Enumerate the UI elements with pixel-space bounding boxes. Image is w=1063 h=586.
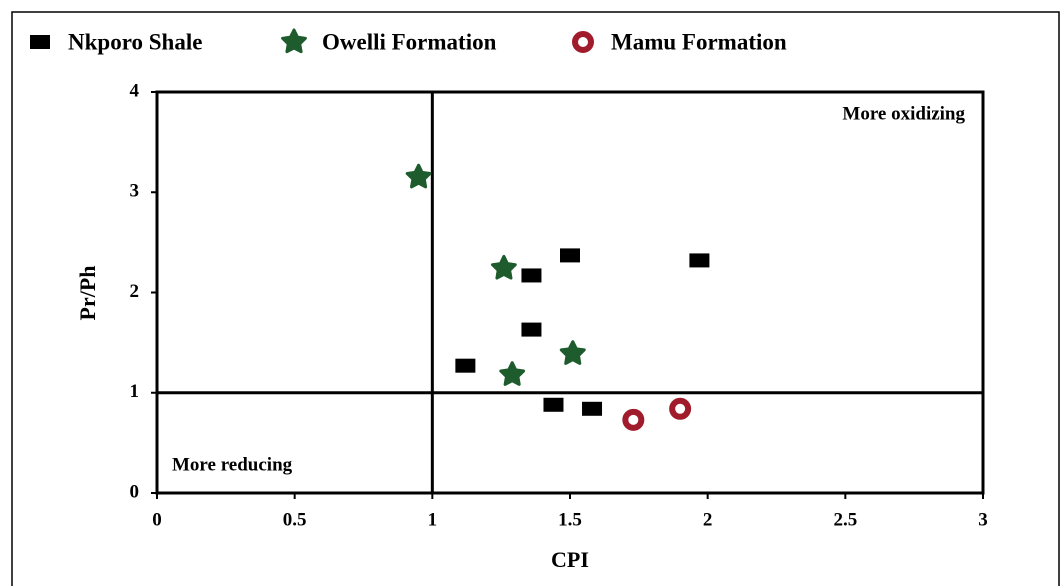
- point: [689, 253, 710, 268]
- point: [521, 322, 542, 337]
- x-tick-label: 0: [152, 509, 162, 530]
- x-axis-label: CPI: [551, 547, 589, 572]
- point: [281, 28, 307, 54]
- x-tick-label: 1: [428, 509, 438, 530]
- point: [405, 163, 432, 189]
- y-tick-label: 1: [130, 381, 140, 402]
- point: [669, 397, 692, 420]
- point: [560, 248, 580, 263]
- point: [521, 268, 542, 283]
- point: [30, 35, 50, 49]
- x-tick-label: 1.5: [558, 509, 582, 530]
- y-tick-label: 0: [130, 481, 140, 502]
- legend-label: Owelli Formation: [322, 29, 497, 54]
- x-tick-label: 2.5: [833, 509, 857, 530]
- frame: [11, 11, 1060, 586]
- point: [455, 358, 476, 373]
- legend-label: Nkporo Shale: [68, 29, 202, 54]
- y-tick-label: 4: [130, 80, 140, 101]
- point: [622, 408, 645, 431]
- annotation: More reducing: [172, 454, 293, 475]
- point: [559, 340, 586, 365]
- point: [491, 254, 517, 280]
- y-tick-label: 2: [130, 281, 140, 302]
- plot-border: [155, 90, 985, 495]
- legend-label: Mamu Formation: [611, 29, 787, 54]
- point: [582, 401, 603, 416]
- y-axis-label: Pr/Ph: [75, 266, 100, 321]
- y-tick-label: 3: [130, 181, 140, 202]
- x-tick-label: 3: [978, 509, 988, 530]
- annotation: More oxidizing: [842, 103, 965, 124]
- point: [543, 397, 564, 412]
- x-tick-label: 2: [703, 509, 713, 530]
- x-tick-label: 0.5: [283, 509, 307, 530]
- point: [499, 361, 526, 386]
- point: [572, 31, 594, 53]
